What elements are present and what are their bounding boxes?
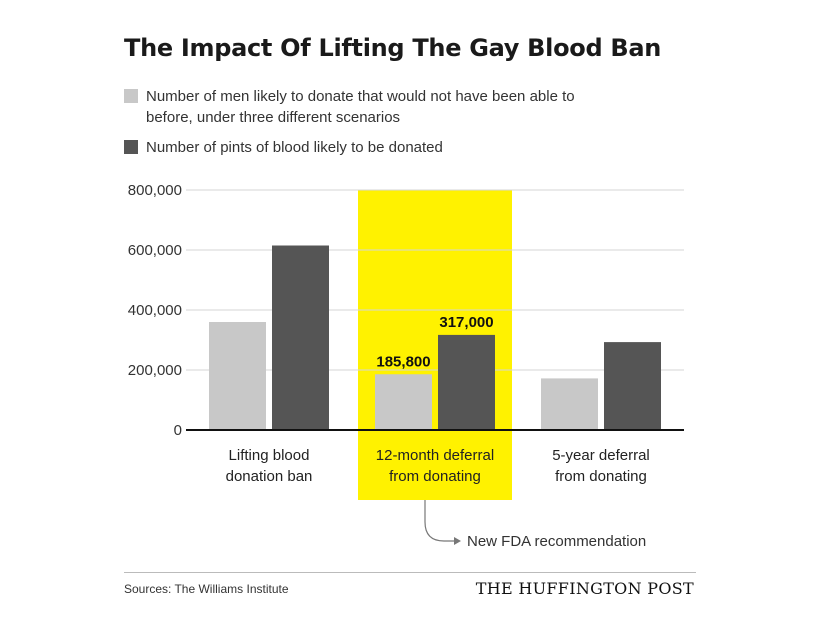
bar-pints	[272, 245, 329, 430]
bar-pints	[604, 342, 661, 430]
bar-men	[541, 378, 598, 430]
annotation-arrowhead-icon	[454, 537, 461, 545]
y-tick-label: 0	[174, 422, 182, 439]
x-category-label-line: Lifting blood	[229, 447, 310, 464]
y-tick-label: 400,000	[128, 302, 182, 319]
x-category-label-line: 5-year deferral	[552, 447, 650, 464]
x-category-label-line: 12-month deferral	[376, 447, 494, 464]
legend-label-pints: Number of pints of blood likely to be do…	[146, 139, 443, 156]
legend-swatch-pints	[124, 140, 138, 154]
x-category-label: 12-month deferral from donating	[376, 447, 494, 485]
legend-item-men: Number of men likely to donate that woul…	[124, 86, 606, 128]
y-tick-label: 200,000	[128, 362, 182, 379]
source-note: Sources: The Williams Institute	[124, 582, 289, 596]
y-tick-label: 600,000	[128, 242, 182, 259]
data-label: 185,800	[376, 353, 430, 370]
annotation-connector	[424, 500, 454, 542]
legend-label-men: Number of men likely to donate that woul…	[146, 88, 575, 126]
bar-pints	[438, 334, 495, 430]
x-category-label: 5-year deferral from donating	[552, 447, 650, 485]
bar-men	[375, 374, 432, 430]
legend-item-pints: Number of pints of blood likely to be do…	[124, 137, 606, 158]
x-category-label: Lifting blood donation ban	[226, 447, 313, 485]
bar-men	[209, 322, 266, 430]
footer-divider	[124, 572, 696, 573]
x-category-label-line: from donating	[555, 468, 647, 485]
fda-annotation: New FDA recommendation	[467, 533, 647, 550]
y-tick-label: 800,000	[128, 182, 182, 199]
x-category-label-line: donation ban	[226, 468, 313, 485]
data-label: 317,000	[439, 314, 493, 331]
publisher-logo: THE HUFFINGTON POST	[475, 579, 694, 598]
legend-swatch-men	[124, 89, 138, 103]
chart-title: The Impact Of Lifting The Gay Blood Ban	[124, 34, 662, 62]
x-category-label-line: from donating	[389, 468, 481, 485]
